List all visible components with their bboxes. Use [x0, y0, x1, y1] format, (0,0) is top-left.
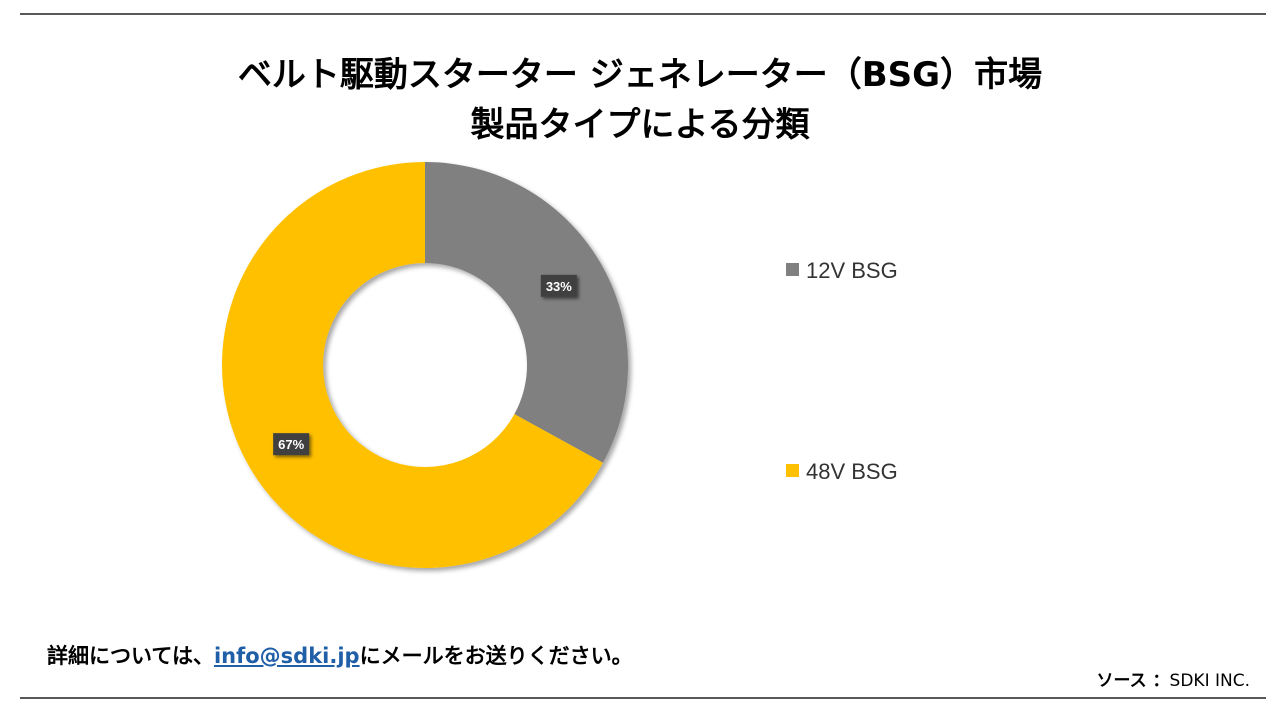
- contact-note-suffix: にメールをお送りください。: [359, 644, 633, 668]
- legend-label: 48V BSG: [806, 459, 898, 484]
- data-label-48v-bsg: 67%: [273, 433, 310, 456]
- svg-text:33%: 33%: [546, 279, 572, 294]
- legend-label: 12V BSG: [806, 258, 898, 283]
- chart-title-line1: ベルト駆動スターター ジェネレーター（BSG）市場: [237, 55, 1043, 95]
- source-value: SDKI INC.: [1169, 671, 1250, 691]
- legend-swatch: [786, 464, 799, 477]
- legend-item-48v-bsg: 48V BSG: [786, 459, 898, 484]
- source-label: ソース ：: [1096, 671, 1170, 691]
- contact-note: 詳細については、info@sdki.jpにメールをお送りください。: [47, 640, 633, 670]
- contact-email-link[interactable]: info@sdki.jp: [213, 644, 360, 668]
- legend-item-12v-bsg: 12V BSG: [786, 258, 898, 283]
- data-label-12v-bsg: 33%: [540, 274, 577, 297]
- contact-note-prefix: 詳細については、: [47, 644, 214, 668]
- chart-title-line2: 製品タイプによる分類: [470, 105, 810, 145]
- donut-slice-48v-bsg: [222, 161, 603, 568]
- bottom-rule: [20, 697, 1266, 699]
- chart-title: ベルト駆動スターター ジェネレーター（BSG）市場 製品タイプによる分類: [0, 50, 1280, 150]
- source-credit: ソース ：SDKI INC.: [1096, 666, 1250, 691]
- legend-swatch: [786, 263, 799, 276]
- svg-text:67%: 67%: [278, 437, 304, 452]
- donut-slice-12v-bsg: [425, 162, 628, 463]
- top-rule: [20, 13, 1266, 15]
